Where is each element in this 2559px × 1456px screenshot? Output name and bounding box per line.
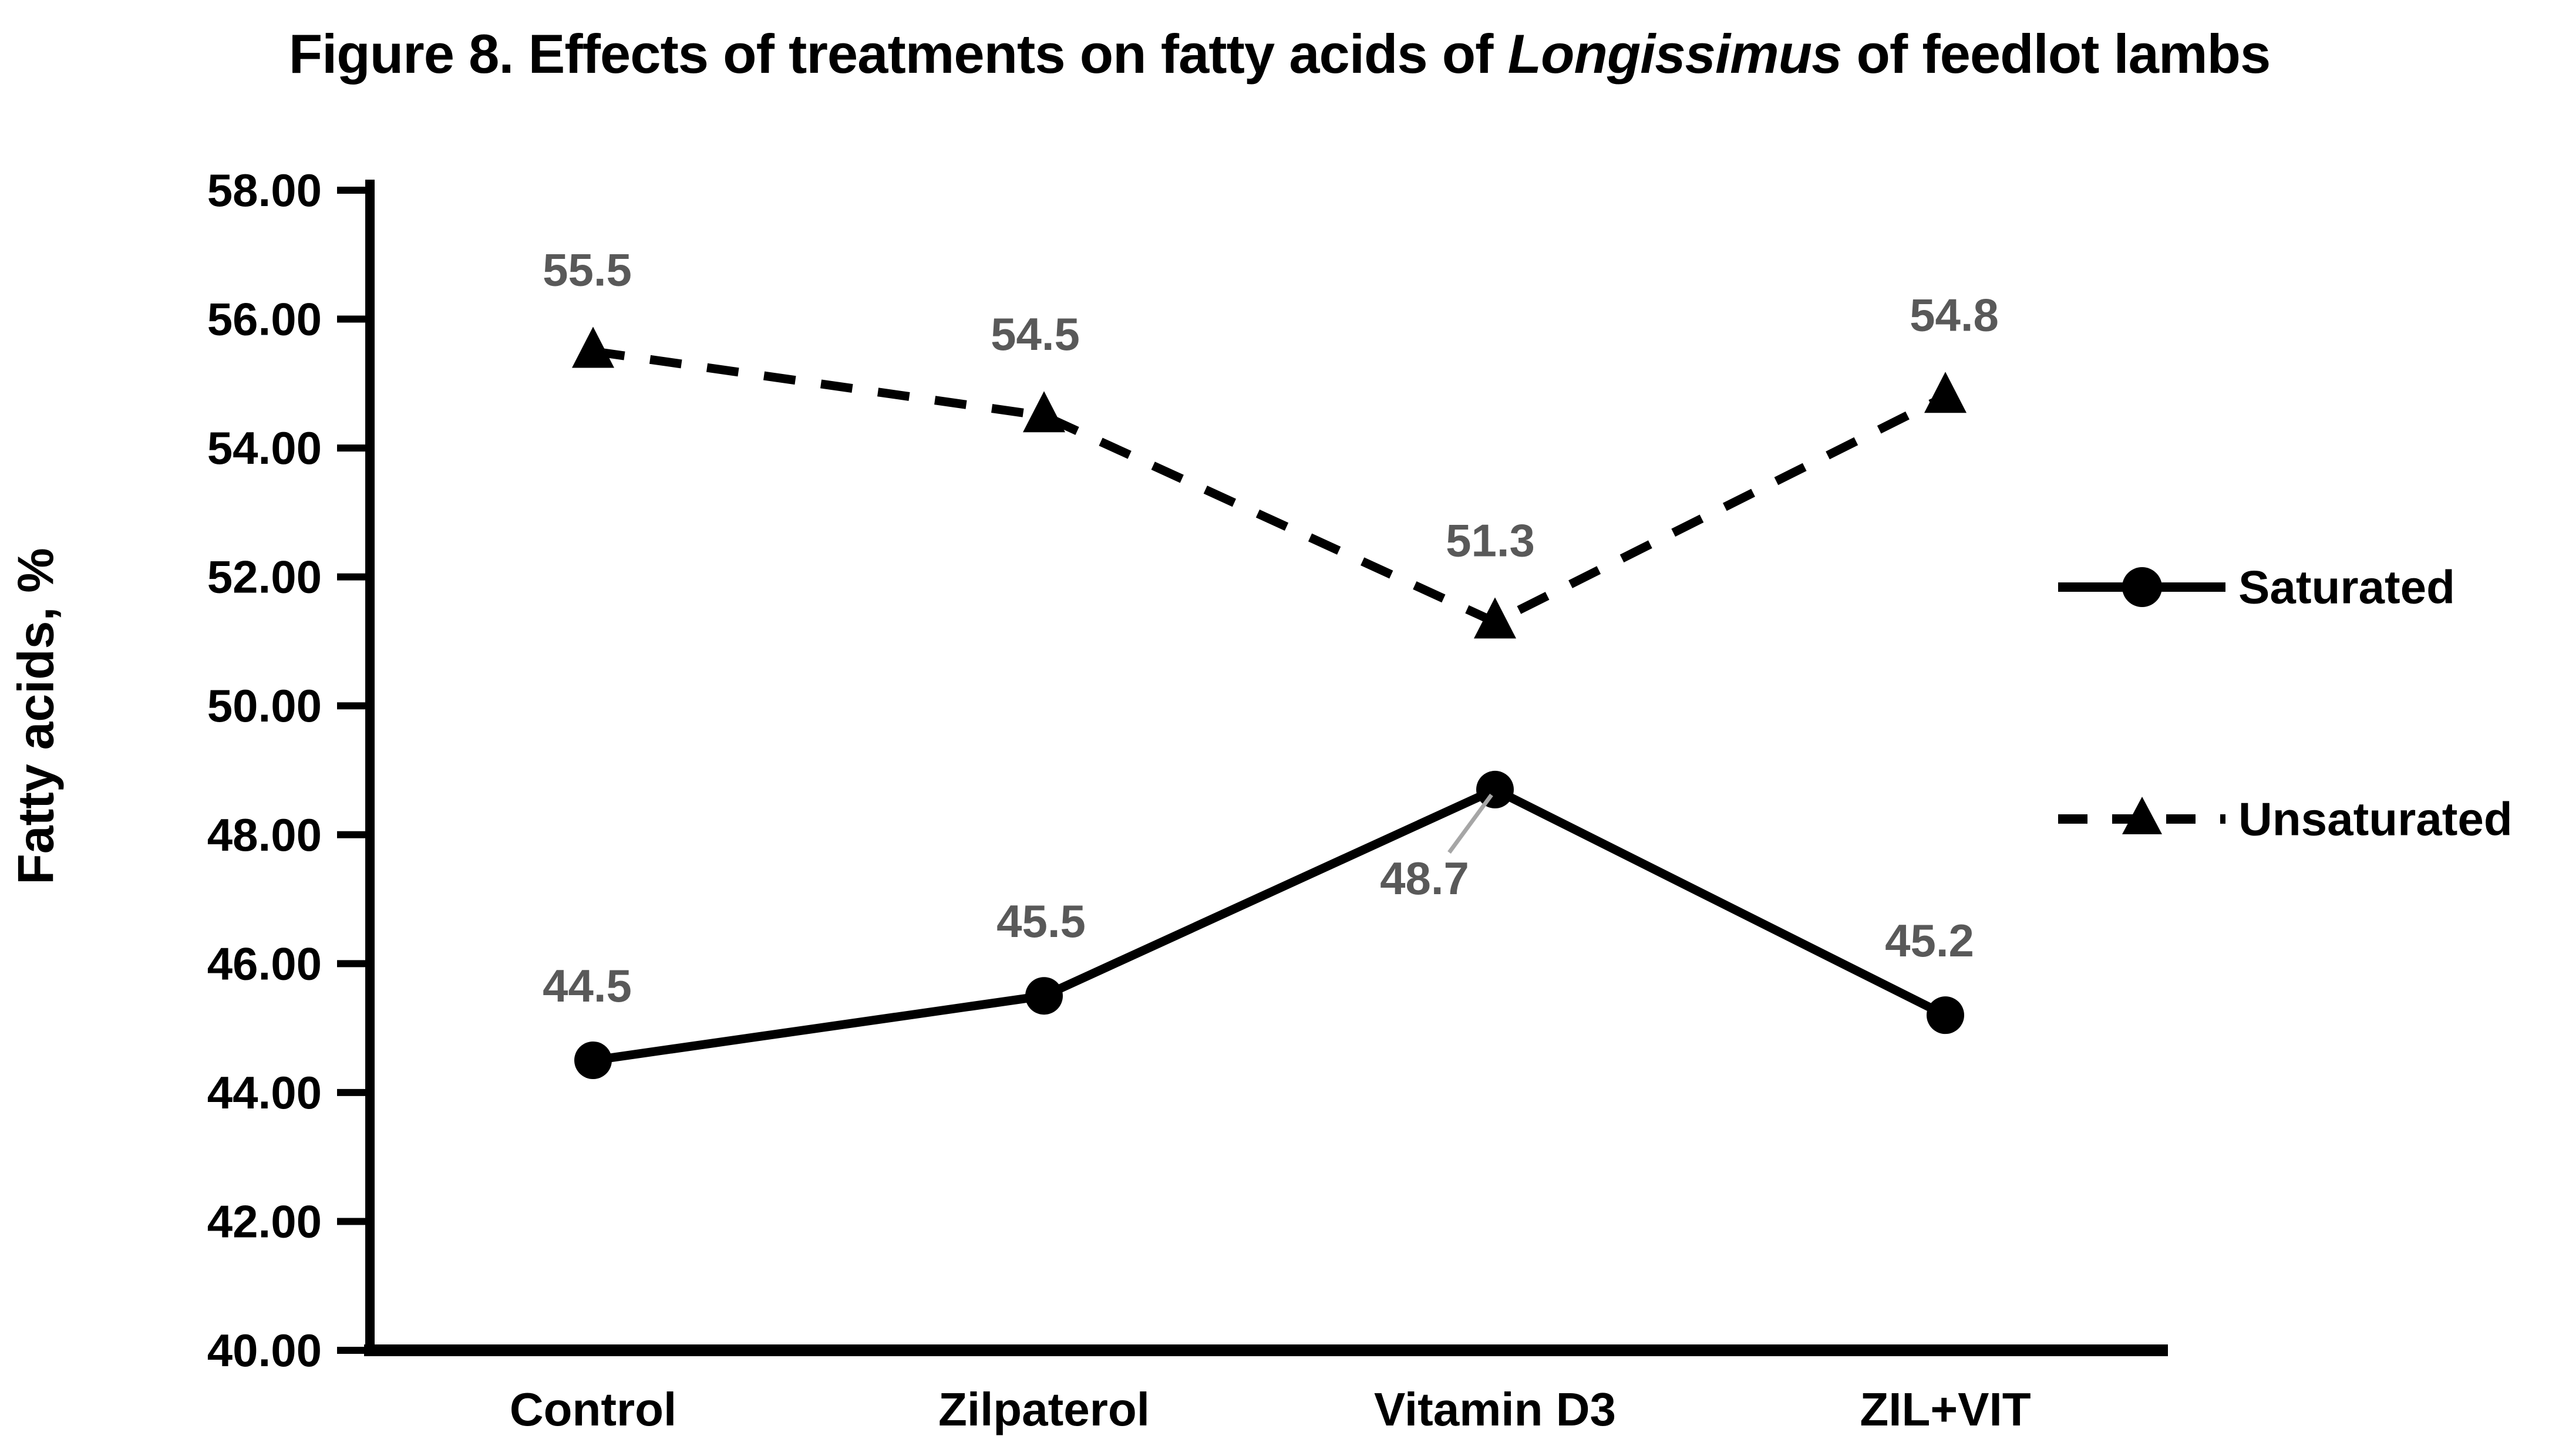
figure-title: Figure 8. Effects of treatments on fatty… <box>0 22 2559 86</box>
marker-circle <box>1025 977 1063 1015</box>
figure-title-suffix: of feedlot lambs <box>1841 23 2271 85</box>
data-label: 45.5 <box>996 895 1086 947</box>
series-line-unsaturated <box>592 347 1948 627</box>
data-label: 55.5 <box>543 244 632 295</box>
data-label: 54.5 <box>991 308 1080 360</box>
data-label: 45.2 <box>1885 915 1974 966</box>
marker-circle <box>1927 996 1964 1034</box>
y-tick-label: 50.00 <box>207 680 322 732</box>
callout-leader-line <box>1447 793 1493 854</box>
marker-triangle <box>1474 597 1516 639</box>
figure-title-italic: Longissimus <box>1507 23 1843 85</box>
legend-marker-triangle <box>2122 797 2162 834</box>
y-tick-label: 56.00 <box>207 294 322 345</box>
legend-label-unsaturated: Unsaturated <box>2238 793 2513 845</box>
marker-circle <box>574 1042 612 1079</box>
x-category-label: ZIL+VIT <box>1860 1383 2031 1435</box>
x-category-label: Zilpaterol <box>938 1383 1150 1435</box>
data-label: 44.5 <box>543 960 632 1012</box>
marker-triangle <box>572 326 614 368</box>
marker-circle <box>1476 770 1514 808</box>
y-tick-label: 46.00 <box>207 938 322 989</box>
y-tick-label: 48.00 <box>207 809 322 861</box>
y-tick-label: 54.00 <box>207 422 322 474</box>
y-tick-label: 42.00 <box>207 1195 322 1247</box>
x-category-label: Control <box>510 1383 676 1435</box>
marker-triangle <box>1924 372 1967 413</box>
marker-triangle <box>1023 391 1065 433</box>
y-tick-label: 58.00 <box>207 164 322 216</box>
data-label: 48.7 <box>1380 852 1469 904</box>
legend-marker-circle <box>2122 567 2162 607</box>
figure-title-prefix: Figure 8. Effects of treatments on fatty… <box>288 23 1508 85</box>
x-category-label: Vitamin D3 <box>1374 1383 1616 1435</box>
y-tick-label: 40.00 <box>207 1324 322 1376</box>
data-label: 54.8 <box>1910 289 1999 341</box>
legend-label-saturated: Saturated <box>2238 561 2455 614</box>
y-tick-label: 52.00 <box>207 551 322 603</box>
y-tick-label: 44.00 <box>207 1067 322 1118</box>
data-label: 51.3 <box>1446 515 1535 567</box>
series-line-saturated <box>592 784 1948 1065</box>
